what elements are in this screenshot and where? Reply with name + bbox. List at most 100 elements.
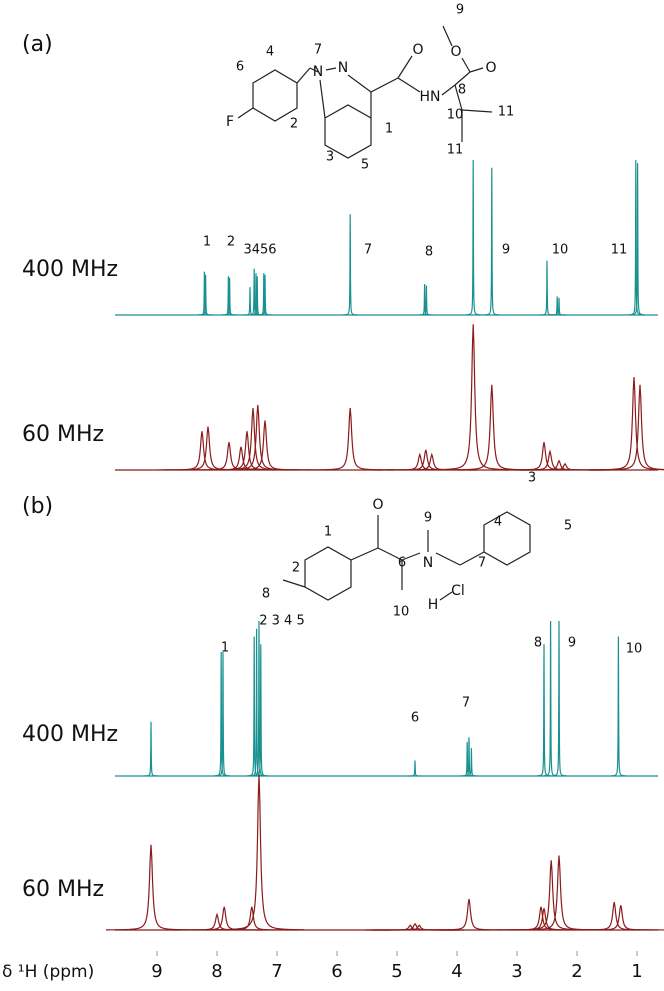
x-tick-label: 6 (331, 961, 342, 982)
ring (304, 546, 352, 601)
bond (454, 84, 463, 111)
peak (253, 644, 268, 777)
peak-label: 2 3 4 5 (259, 614, 304, 629)
x-tick-label: 2 (571, 961, 582, 982)
atom-number: 11 (498, 105, 515, 120)
peak-label: 3456 (243, 243, 276, 258)
peak (106, 844, 196, 931)
peak (464, 748, 479, 777)
peak-label: 10 (626, 642, 643, 657)
atom-number: 10 (393, 605, 410, 620)
atom-number: 1 (324, 525, 332, 540)
atom-number: 2 (292, 561, 300, 576)
bond (309, 67, 319, 73)
peak (630, 163, 645, 316)
atom-number: 5 (564, 519, 572, 534)
peak-label: 9 (502, 243, 510, 258)
peak (424, 898, 514, 931)
bond (282, 579, 306, 588)
atom-label: N (313, 64, 323, 80)
peak (550, 296, 565, 316)
peak-label: 10 (552, 243, 569, 258)
atom-label: O (372, 497, 383, 513)
peak (256, 273, 271, 316)
x-tick-label: 4 (451, 961, 462, 982)
bond (435, 552, 461, 566)
atom-number: 8 (458, 83, 466, 98)
atom-label: O (485, 60, 496, 76)
peak (536, 644, 552, 777)
atom-label: N (423, 555, 433, 571)
peak-label: 8 (425, 245, 433, 260)
atom-number: 3 (528, 471, 536, 486)
bond (347, 74, 372, 93)
atom-number: 1 (385, 122, 393, 137)
bond (439, 591, 453, 601)
peak (250, 276, 265, 316)
peak (305, 407, 396, 471)
peak (484, 167, 500, 316)
peak (419, 285, 434, 316)
peak (198, 274, 213, 316)
structure-b (282, 511, 531, 601)
bond (397, 55, 413, 79)
series-label: 400 MHz (22, 257, 118, 282)
x-tick-label: 3 (511, 961, 522, 982)
atom-number: 9 (424, 511, 432, 526)
peak (342, 214, 358, 316)
peak (575, 905, 664, 931)
atom-number: 10 (447, 108, 464, 123)
series-label: 60 MHz (22, 877, 104, 902)
peak (461, 737, 477, 777)
peak (506, 860, 597, 931)
peak (589, 376, 664, 471)
x-tick-label: 9 (151, 961, 162, 982)
peak (221, 276, 236, 316)
peak (179, 906, 270, 931)
series-label: 400 MHz (22, 722, 118, 747)
ring (483, 511, 531, 566)
peak (257, 274, 273, 316)
peak (465, 159, 481, 316)
peak (595, 384, 664, 471)
bond (325, 67, 337, 71)
bond (397, 77, 421, 93)
x-tick-label: 5 (391, 961, 402, 982)
bond (401, 552, 421, 561)
peak (222, 277, 237, 316)
peak (551, 620, 567, 777)
bond (454, 71, 471, 86)
peak-label: 7 (462, 696, 470, 711)
atom-label: F (226, 114, 234, 130)
peak-label: 1 (221, 641, 229, 656)
peak (157, 431, 247, 471)
bond (296, 67, 311, 84)
peak (407, 760, 423, 777)
x-tick-label: 8 (211, 961, 222, 982)
x-axis-label: δ ¹H (ppm) (2, 962, 94, 982)
peak (446, 384, 537, 471)
atom-number: 4 (266, 45, 274, 60)
peak (628, 159, 644, 316)
bond (370, 77, 399, 93)
peak (171, 912, 263, 931)
bond (461, 109, 493, 113)
atom-label: O (412, 42, 423, 58)
bond (442, 25, 453, 47)
bond (461, 57, 471, 73)
ring (324, 104, 372, 159)
x-tick-label: 7 (271, 961, 282, 982)
peak (215, 651, 231, 777)
peak-label: 11 (611, 243, 628, 258)
x-tick-label: 1 (631, 961, 642, 982)
peak (380, 449, 471, 471)
atom-number: 2 (290, 117, 298, 132)
peak-label: 8 (534, 636, 542, 651)
atom-number: 7 (478, 556, 486, 571)
bond (459, 551, 485, 566)
bond (350, 547, 379, 561)
atom-label: O (450, 44, 461, 60)
peak (163, 426, 253, 471)
atom-label: Cl (451, 583, 465, 599)
